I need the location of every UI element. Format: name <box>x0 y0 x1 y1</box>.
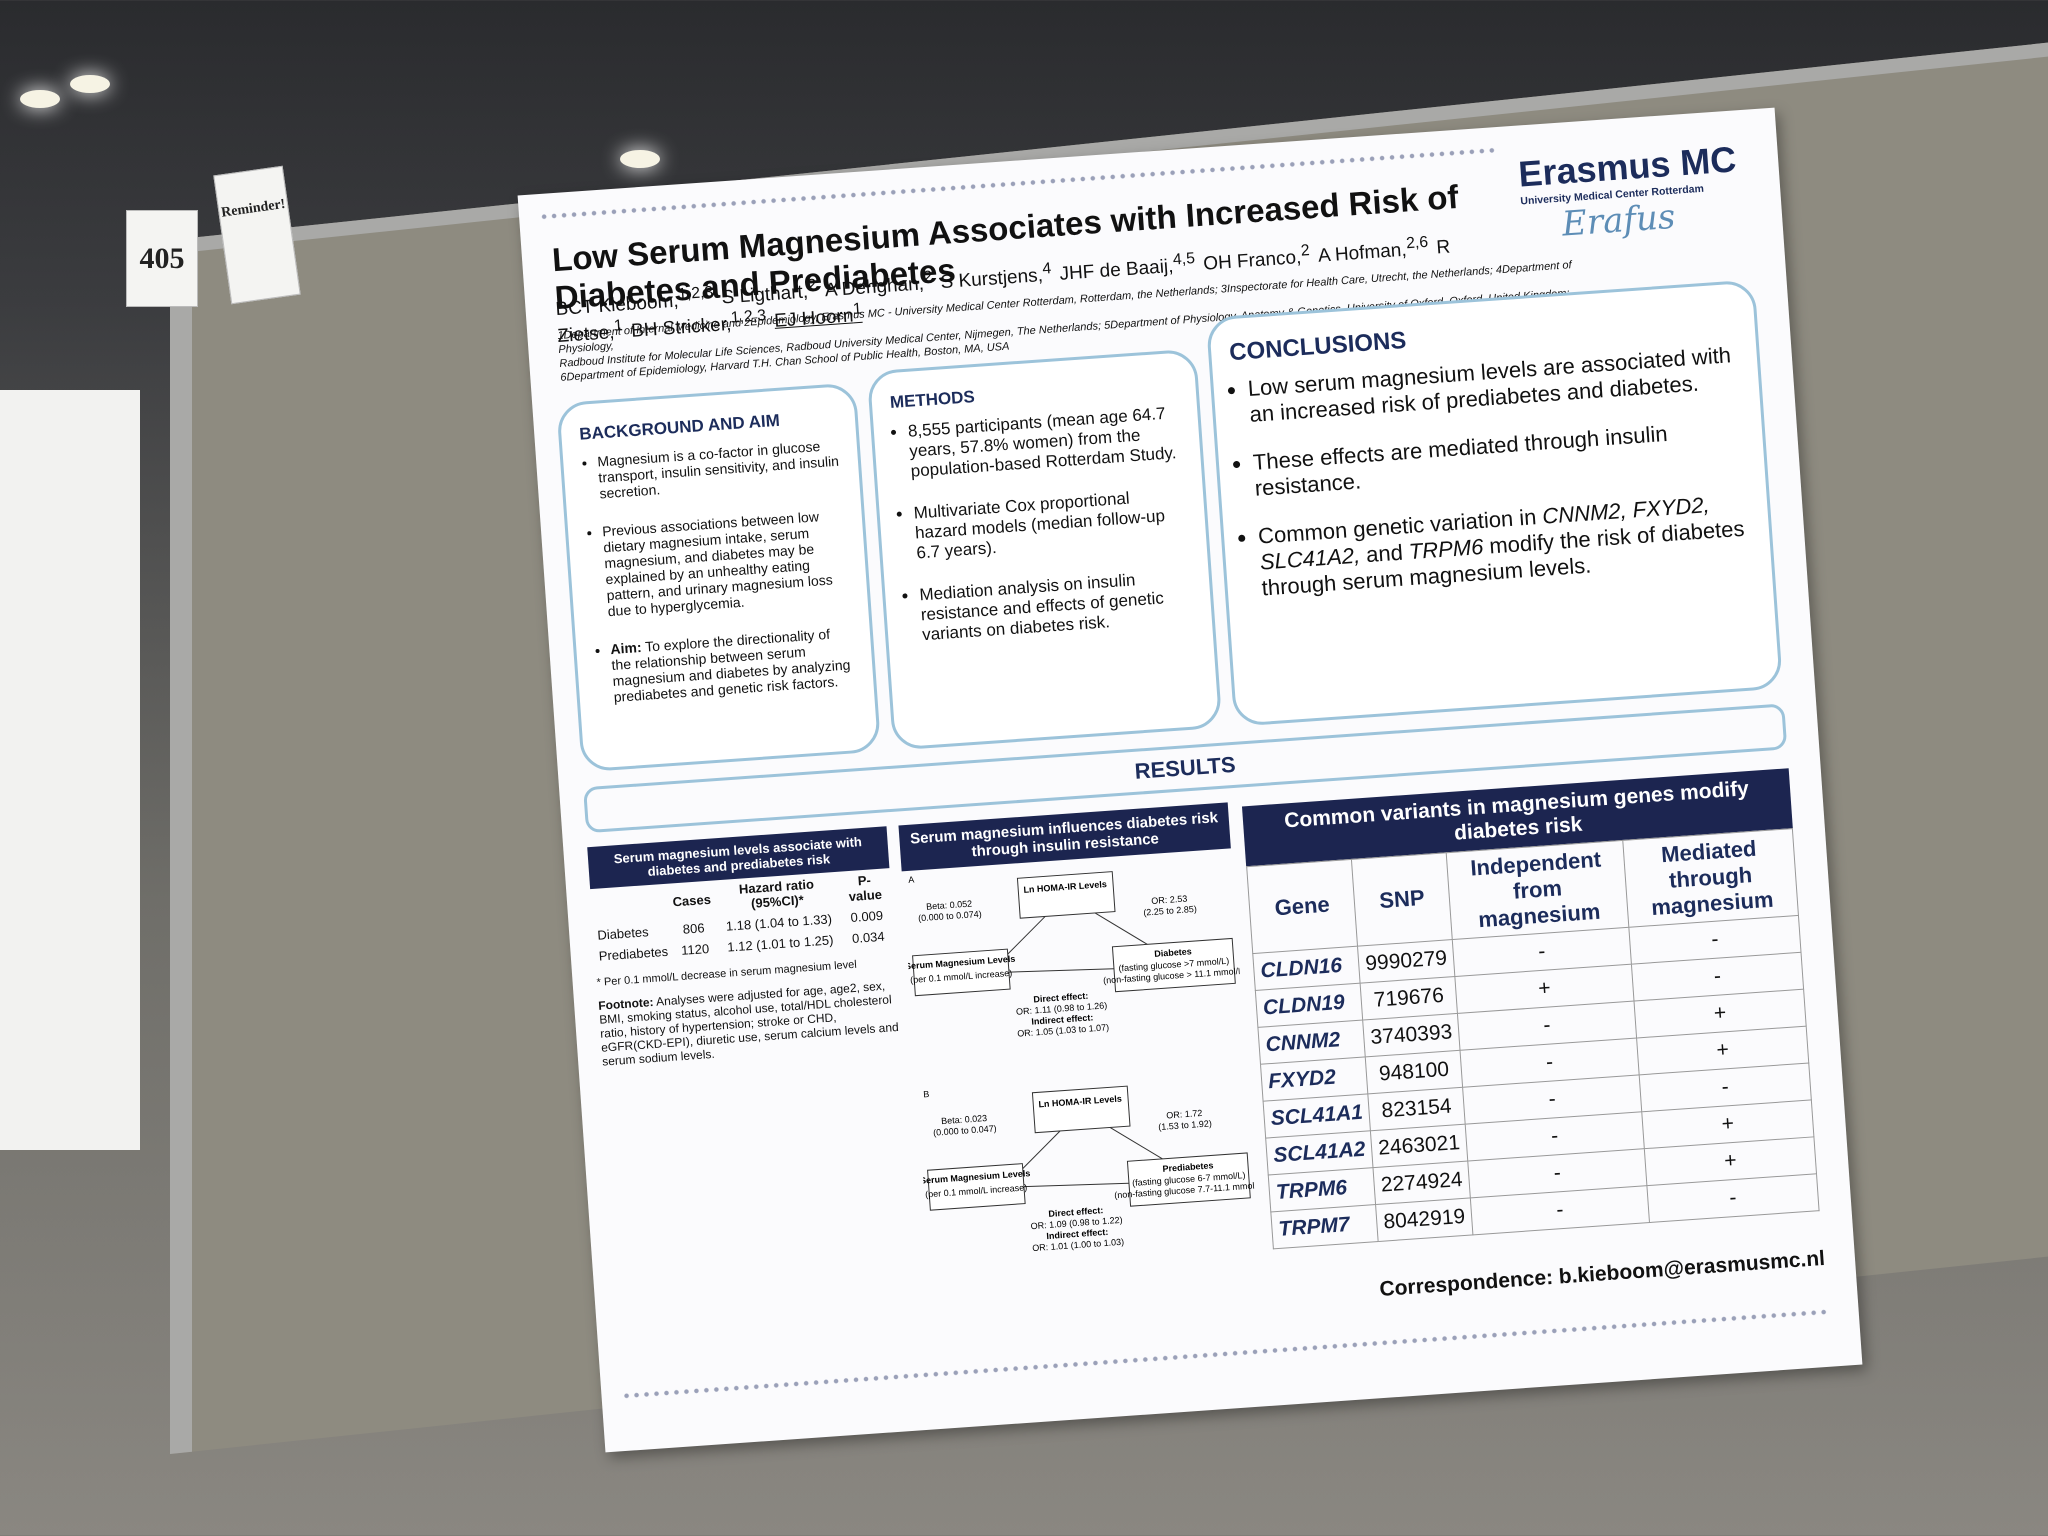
diagram-label: (2.25 to 2.85) <box>1143 904 1197 918</box>
booth-number: 405 <box>126 210 198 307</box>
diagram-arrow <box>1007 916 1046 955</box>
diagram-label: OR: 1.72 <box>1166 1108 1203 1120</box>
table-cell: 8042919 <box>1375 1197 1473 1242</box>
author-affiliation: 2,6 <box>1405 234 1429 253</box>
author-affiliation: 1,2,3 <box>677 284 714 304</box>
diagram-arrow <box>1008 968 1114 973</box>
diagram-label: Indirect effect: <box>1046 1227 1109 1241</box>
bullet: These effects are mediated through insul… <box>1252 416 1746 502</box>
header-cell: Mediated through magnesium <box>1622 828 1799 928</box>
gene-name: and <box>1365 539 1404 568</box>
neighbor-poster <box>0 390 140 1150</box>
author-name: A Dehghan, <box>824 273 925 302</box>
author-affiliation: 2 <box>1300 242 1311 260</box>
author-name: OH Franco, <box>1202 247 1303 276</box>
header-cell: P-value <box>848 872 883 905</box>
logo: Erasmus MC University Medical Center Rot… <box>1517 138 1753 248</box>
background-box: BACKGROUND AND AIM Magnesium is a co-fac… <box>556 382 882 773</box>
diagram-label: Beta: 0.023 <box>941 1113 988 1126</box>
diagram-box <box>912 948 1011 997</box>
author-name: S Ligthart, <box>720 281 809 309</box>
diagram-arrow <box>1109 1126 1163 1160</box>
diagram-label: (0.000 to 0.074) <box>918 909 982 923</box>
diagram-box <box>1111 937 1236 993</box>
bullet-list: 8,555 participants (mean age 64.7 years,… <box>891 403 1194 647</box>
diagram-label: Direct effect: <box>1033 991 1089 1005</box>
diagram-arrow <box>1022 1130 1061 1169</box>
author-affiliation: 2 <box>922 268 933 287</box>
diagram-box <box>1016 871 1116 919</box>
bullet: Aim: To explore the directionality of th… <box>610 624 856 705</box>
panel-label: A <box>908 874 915 884</box>
author: S Ligthart,2 <box>720 277 818 309</box>
bullet: Magnesium is a co-factor in glucose tran… <box>597 437 842 501</box>
bullet-list: Magnesium is a co-factor in glucose tran… <box>581 437 856 706</box>
diagram-label: Beta: 0.052 <box>926 899 973 912</box>
ceiling-light <box>20 90 60 108</box>
diagram-box <box>1126 1152 1251 1207</box>
aim-text: To explore the directionality of the rel… <box>611 625 851 705</box>
correspondence: Correspondence: b.kieboom@erasmusmc.nl <box>1295 1246 1826 1308</box>
bullet: Multivariate Cox proportional hazard mod… <box>913 485 1189 564</box>
dot-band <box>621 1306 1829 1402</box>
ceiling-light <box>620 150 660 168</box>
poster: Low Serum Magnesium Associates with Incr… <box>517 107 1863 1453</box>
panel-label: B <box>923 1089 930 1099</box>
author: A Hofman,2,6 <box>1317 234 1429 268</box>
diagram-label: OR: 2.53 <box>1151 893 1188 905</box>
footnote: Footnote: Analyses were adjusted for age… <box>598 978 902 1069</box>
author: A Dehghan,2 <box>824 269 933 302</box>
bullet: Common genetic variation in CNNM2, FXYD2… <box>1257 489 1753 601</box>
gene-table: Gene SNP Independent from magnesium Mediate… <box>1246 828 1820 1249</box>
author-name: A Hofman, <box>1317 239 1408 268</box>
author-affiliation: 4 <box>1041 260 1052 279</box>
diagram-arrow <box>1023 1182 1129 1188</box>
header-cell: Gene <box>1246 859 1358 954</box>
author: JHF de Baaij,4,5 <box>1058 250 1196 286</box>
bullet: 8,555 participants (mean age 64.7 years,… <box>907 403 1183 482</box>
header-cell: Independent from magnesium <box>1446 840 1629 940</box>
bullet: Previous associations between low dietar… <box>602 507 850 619</box>
author-affiliation: 2 <box>807 276 818 295</box>
diagram-box <box>927 1163 1026 1211</box>
author-name: S Kurstjens, <box>939 265 1044 294</box>
table-cell: TRPM7 <box>1270 1204 1379 1249</box>
author-affiliation: 4,5 <box>1172 250 1196 269</box>
gene-table-panel: Common variants in magnesium genes modif… <box>1241 768 1820 1249</box>
diagram-label: (1.53 to 1.92) <box>1158 1118 1212 1132</box>
table-cell: 1120 <box>680 940 710 958</box>
diagram-arrow <box>1094 912 1148 945</box>
diagram-label: Diabetes <box>1154 946 1192 959</box>
diagram-label: Prediabetes <box>1162 1160 1214 1174</box>
author-name: BCT Kieboom, <box>554 290 680 321</box>
conclusions-box: CONCLUSIONS Low serum magnesium levels a… <box>1205 279 1784 727</box>
diagram-box <box>1031 1085 1131 1134</box>
hazard-table-panel: Serum magnesium levels associate with di… <box>587 826 902 1069</box>
diagram-label: (0.000 to 0.047) <box>933 1123 997 1137</box>
author-name: JHF de Baaij, <box>1058 256 1175 286</box>
mediation-panel: Serum magnesium influences diabetes risk… <box>898 802 1265 1315</box>
bullet: Mediation analysis on insulin resistance… <box>919 566 1195 645</box>
author: S Kurstjens,4 <box>939 260 1052 294</box>
diagram-label: Direct effect: <box>1048 1205 1104 1219</box>
header-cell: Cases <box>672 891 712 909</box>
gene-name: TRPM6 <box>1407 534 1485 565</box>
ceiling-light <box>70 75 110 93</box>
footnote-text: Analyses were adjusted for age, age2, se… <box>598 978 900 1069</box>
header-cell: SNP <box>1351 852 1453 947</box>
header-cell <box>590 884 670 925</box>
correspondence-label: Correspondence: <box>1378 1265 1554 1301</box>
correspondence-email: b.kieboom@erasmusmc.nl <box>1558 1246 1826 1289</box>
diagram-label: Indirect effect: <box>1031 1012 1094 1026</box>
author: OH Franco,2 <box>1202 242 1311 276</box>
table-cell: 0.034 <box>851 928 886 946</box>
bullet-list: Low serum magnesium levels are associate… <box>1231 342 1754 603</box>
methods-box: METHODS 8,555 participants (mean age 64.… <box>866 348 1223 751</box>
table-cell: Prediabetes <box>598 943 669 964</box>
